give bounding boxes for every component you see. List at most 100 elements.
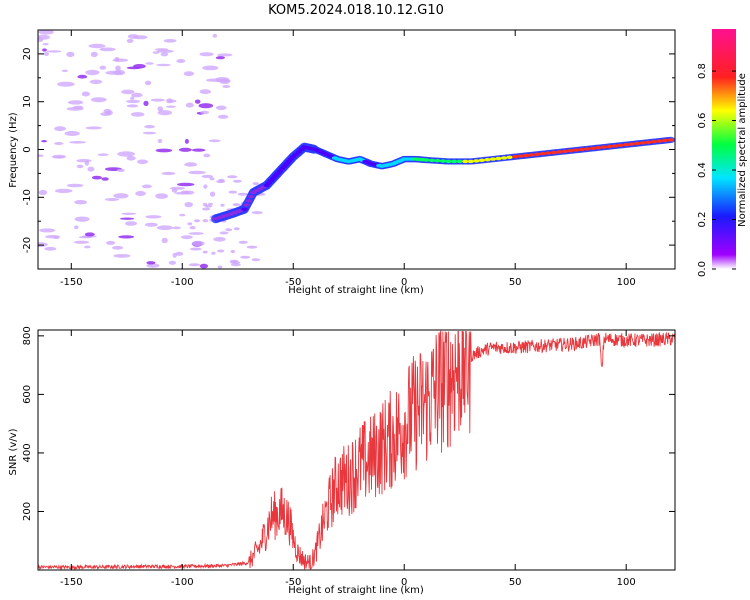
- noise-blob: [126, 156, 136, 161]
- noise-blob: [212, 33, 217, 38]
- ridge-cell: [512, 155, 519, 159]
- noise-blob: [217, 249, 225, 253]
- noise-blob: [117, 168, 125, 172]
- noise-blob: [163, 39, 177, 43]
- ridge-cell: [634, 141, 641, 146]
- noise-blob: [217, 265, 223, 269]
- noise-blob: [160, 52, 169, 57]
- ridge-cell: [439, 159, 447, 163]
- noise-blob: [131, 92, 143, 98]
- noise-blob: [194, 99, 201, 104]
- noise-blob: [74, 225, 79, 230]
- x-tick-label: -100: [171, 277, 194, 288]
- ridge-cell: [645, 140, 652, 144]
- noise-blob: [251, 258, 261, 262]
- ridge-cell: [539, 152, 547, 156]
- ridge-cell: [600, 145, 608, 149]
- snr-x-label: Height of straight line (km): [288, 585, 424, 596]
- noise-blob: [46, 50, 62, 53]
- noise-blob: [69, 141, 87, 144]
- noise-blob: [136, 159, 149, 165]
- noise-blob: [240, 255, 251, 259]
- noise-blob: [180, 235, 193, 240]
- noise-blob: [161, 171, 176, 176]
- ridge-cell: [467, 159, 474, 164]
- noise-blob: [189, 226, 196, 230]
- noise-blob: [230, 250, 236, 253]
- colorbar-tick-label: 0.8: [697, 63, 708, 79]
- noise-blob: [206, 78, 223, 82]
- noise-blob: [106, 240, 116, 245]
- noise-blob: [54, 188, 73, 193]
- ridge-cell: [428, 158, 436, 163]
- noise-blob: [99, 47, 116, 52]
- ridge-cell: [650, 140, 658, 144]
- noise-blob: [237, 192, 248, 196]
- noise-blob: [201, 174, 214, 178]
- noise-blob: [179, 213, 186, 217]
- noise-blob: [184, 138, 189, 144]
- noise-blob: [208, 139, 221, 143]
- noise-blob: [220, 203, 225, 207]
- noise-blob: [38, 189, 48, 196]
- noise-blob: [104, 198, 120, 201]
- noise-blob: [113, 193, 129, 199]
- noise-blob: [202, 65, 219, 71]
- noise-blob: [90, 51, 98, 58]
- x-tick-label: 0: [401, 277, 407, 288]
- snr-panel: -150 -100 -50 0 50 100 200 400 600 800 Height of…: [8, 326, 676, 596]
- noise-blob: [106, 110, 113, 115]
- noise-blob: [74, 200, 88, 205]
- noise-blob: [215, 105, 227, 111]
- noise-blob: [141, 184, 152, 189]
- noise-blob: [42, 48, 47, 52]
- ridge-cell: [473, 159, 480, 163]
- noise-blob: [43, 51, 50, 56]
- noise-blob: [126, 104, 139, 108]
- noise-blob: [133, 35, 148, 40]
- noise-blob: [156, 225, 174, 230]
- ridge-cell: [623, 143, 630, 147]
- ridge-cell: [456, 159, 463, 164]
- x-tick-label: 50: [509, 577, 522, 588]
- colorbar-label: Normalized spectral amplitude: [737, 73, 748, 227]
- noise-blob: [225, 228, 233, 232]
- y-tick-label: 20: [22, 48, 33, 61]
- noise-blob: [199, 263, 209, 269]
- noise-blob: [202, 250, 208, 254]
- noise-blob: [88, 43, 106, 49]
- noise-blob: [125, 221, 137, 226]
- noise-blob: [217, 53, 233, 57]
- ridge-cell: [245, 199, 253, 203]
- noise-blob: [251, 211, 263, 215]
- ridge-cell: [243, 203, 250, 207]
- noise-blob: [142, 131, 156, 135]
- noise-blob: [188, 263, 200, 267]
- ridge-cell: [578, 147, 585, 152]
- x-tick-label: 0: [401, 577, 407, 588]
- ridge-cell: [451, 159, 458, 164]
- ridge-cell: [241, 207, 248, 211]
- ridge-cell: [506, 155, 513, 159]
- noise-blob: [168, 260, 176, 265]
- noise-blob: [202, 207, 211, 211]
- noise-blob: [202, 219, 209, 223]
- ridge-cell: [611, 144, 619, 148]
- ridge-cell: [528, 153, 535, 157]
- ridge-cell: [445, 159, 452, 164]
- noise-blob: [166, 105, 176, 108]
- noise-blob: [252, 182, 260, 186]
- y-tick-label: 600: [22, 385, 33, 404]
- ridge-cell: [478, 158, 486, 162]
- noise-blob: [77, 74, 88, 79]
- noise-blob: [113, 254, 131, 258]
- noise-blob: [114, 57, 120, 62]
- noise-blob: [84, 232, 95, 237]
- spectrogram-y-ticks: -20 -10 0 10 20: [22, 29, 675, 270]
- ridge-cell: [545, 151, 552, 155]
- ridge-cell: [489, 157, 497, 161]
- noise-blob: [117, 151, 135, 157]
- ridge-cell: [567, 149, 574, 153]
- ridge-cell: [628, 142, 635, 146]
- noise-blob: [91, 97, 107, 103]
